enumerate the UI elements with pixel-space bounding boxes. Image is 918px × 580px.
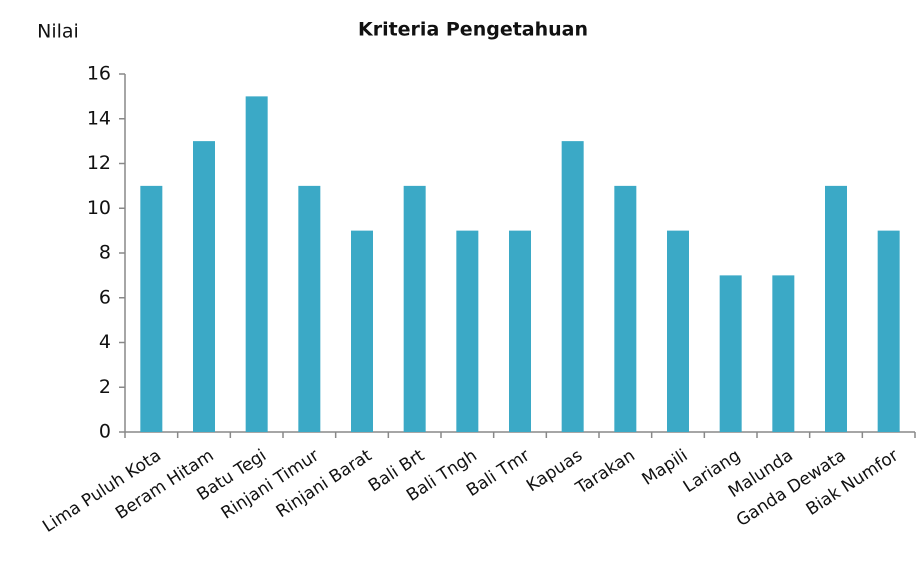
- y-tick-label: 16: [87, 63, 111, 85]
- y-tick-label: 8: [99, 242, 111, 264]
- y-tick-label: 0: [99, 421, 111, 443]
- bar: [193, 141, 215, 432]
- y-tick-label: 10: [87, 197, 111, 219]
- bar: [245, 96, 268, 432]
- bar: [403, 185, 426, 432]
- bar: [667, 230, 689, 432]
- y-tick-label: 2: [99, 376, 111, 398]
- bar: [351, 230, 373, 432]
- y-tick-label: 6: [99, 286, 111, 308]
- bar: [772, 275, 795, 432]
- y-tick-label: 12: [87, 152, 111, 174]
- bar: [140, 185, 163, 432]
- bar: [614, 185, 637, 432]
- bar: [825, 185, 847, 432]
- y-tick-label: 4: [99, 331, 111, 353]
- y-axis-label: Nilai: [37, 21, 79, 43]
- bar: [298, 185, 321, 432]
- bar: [877, 230, 900, 432]
- bar: [561, 141, 584, 432]
- bar: [719, 275, 742, 432]
- x-tick-label: Tarakan: [572, 446, 639, 499]
- chart-title: Kriteria Pengetahuan: [358, 19, 588, 41]
- y-tick-label: 14: [87, 107, 111, 129]
- bar: [456, 230, 479, 432]
- bar: [509, 230, 531, 432]
